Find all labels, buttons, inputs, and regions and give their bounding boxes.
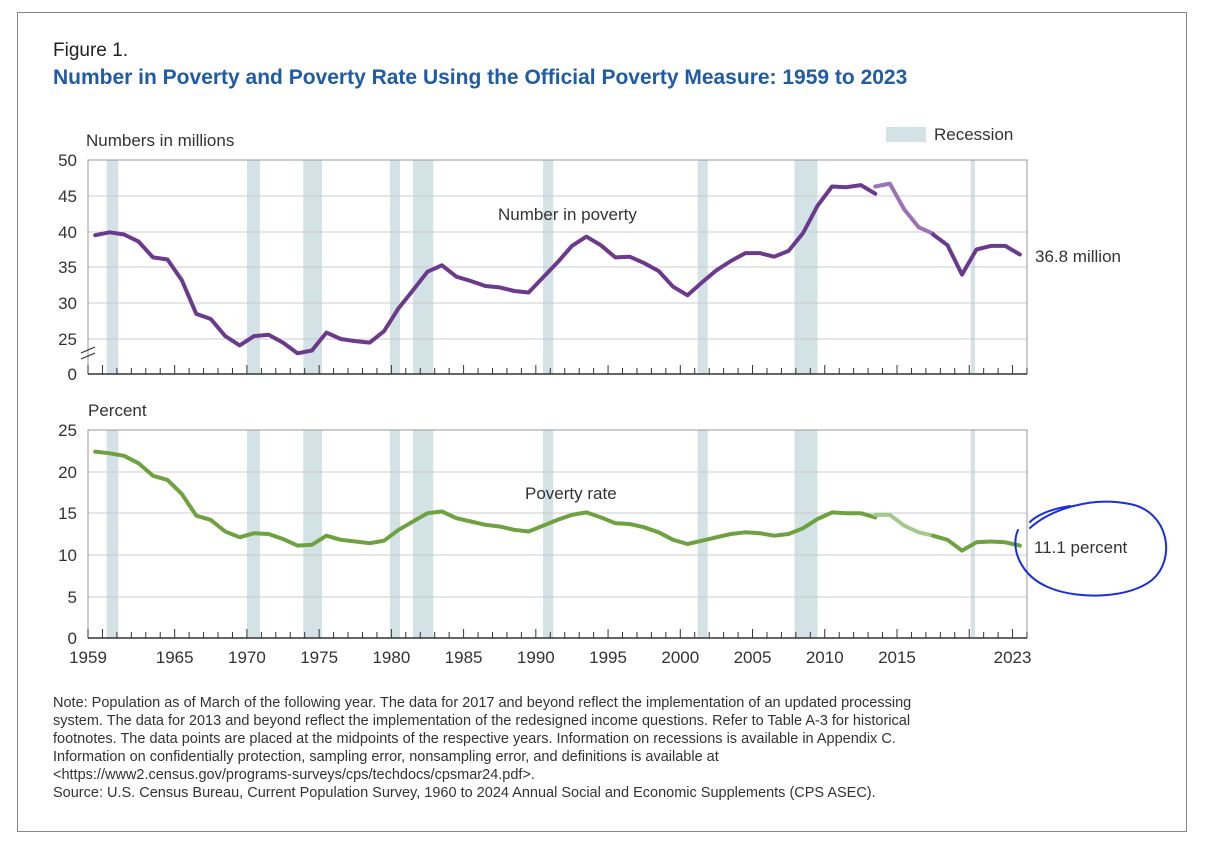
y-tick-label: 45	[58, 187, 77, 206]
source-line: Source: U.S. Census Bureau, Current Popu…	[53, 785, 876, 801]
y-tick-label: 35	[58, 258, 77, 277]
y-tick-label: 30	[58, 294, 77, 313]
axis-break-mark	[80, 346, 96, 354]
recession-band	[413, 430, 434, 638]
x-tick-label: 2000	[661, 648, 699, 667]
series-label: Number in poverty	[498, 205, 637, 224]
x-tick-label: 1985	[445, 648, 483, 667]
x-tick-label: 1975	[300, 648, 338, 667]
figure-frame	[17, 12, 1187, 832]
y-axis-title: Percent	[88, 401, 147, 420]
y-tick-label: 0	[68, 629, 77, 648]
handwritten-circle-stroke	[1014, 500, 1168, 597]
x-tick-label: 2010	[806, 648, 844, 667]
y-tick-label: 0	[68, 365, 77, 384]
legend: Recession	[886, 125, 1013, 144]
recession-band	[106, 430, 119, 638]
x-tick-label: 1965	[156, 648, 194, 667]
number-in-poverty-panel: 50 45 40 35 30 25 0 Numbers in millions Number i…	[58, 131, 1121, 384]
recession-band	[303, 430, 323, 638]
x-tick-label: 2023	[994, 648, 1032, 667]
footnote: Note: Population as of March of the foll…	[53, 694, 1153, 802]
recession-band	[794, 430, 818, 638]
x-tick-label: 2005	[734, 648, 772, 667]
note-line: <https://www2.census.gov/programs-survey…	[53, 767, 535, 783]
y-tick-label: 10	[58, 546, 77, 565]
x-tick-label: 1959	[69, 648, 107, 667]
end-value-label: 11.1 percent	[1034, 538, 1128, 557]
x-tick-label: 2015	[878, 648, 916, 667]
end-value-label: 36.8 million	[1035, 247, 1121, 266]
y-axis-title: Numbers in millions	[86, 131, 234, 150]
poverty-rate-line	[931, 533, 1022, 553]
y-tick-label: 40	[58, 223, 77, 242]
figure-label: Figure 1.	[53, 40, 128, 61]
x-tick-label: 1970	[228, 648, 266, 667]
poverty-rate-line	[873, 512, 936, 538]
axis-break-mark	[80, 352, 96, 360]
number-in-poverty-line	[873, 181, 936, 236]
recession-band	[970, 430, 975, 638]
y-tick-label: 25	[58, 330, 77, 349]
note-line: Note: Population as of March of the foll…	[53, 695, 912, 711]
recession-band	[697, 430, 708, 638]
recession-band	[543, 430, 554, 638]
note-line: footnotes. The data points are placed at…	[53, 731, 896, 747]
x-tick-label: 1995	[589, 648, 627, 667]
y-tick-label: 20	[58, 463, 77, 482]
x-tick-label: 1980	[372, 648, 410, 667]
y-tick-label: 25	[58, 421, 77, 440]
y-tick-label: 50	[58, 151, 77, 170]
poverty-rate-line	[93, 449, 878, 548]
x-tick-label: 1990	[517, 648, 555, 667]
y-tick-label: 5	[68, 588, 77, 607]
handwritten-circle-annotation	[1014, 500, 1168, 597]
note-line: Information on confidentially protection…	[53, 749, 719, 765]
recession-legend-swatch	[886, 127, 926, 142]
recession-legend-label: Recession	[934, 125, 1013, 144]
chart-title: Number in Poverty and Poverty Rate Using…	[53, 66, 908, 89]
number-in-poverty-line	[931, 232, 1022, 277]
y-tick-label: 15	[58, 504, 77, 523]
number-in-poverty-line	[93, 183, 878, 356]
series-label: Poverty rate	[525, 484, 617, 503]
note-line: system. The data for 2013 and beyond ref…	[53, 713, 911, 729]
